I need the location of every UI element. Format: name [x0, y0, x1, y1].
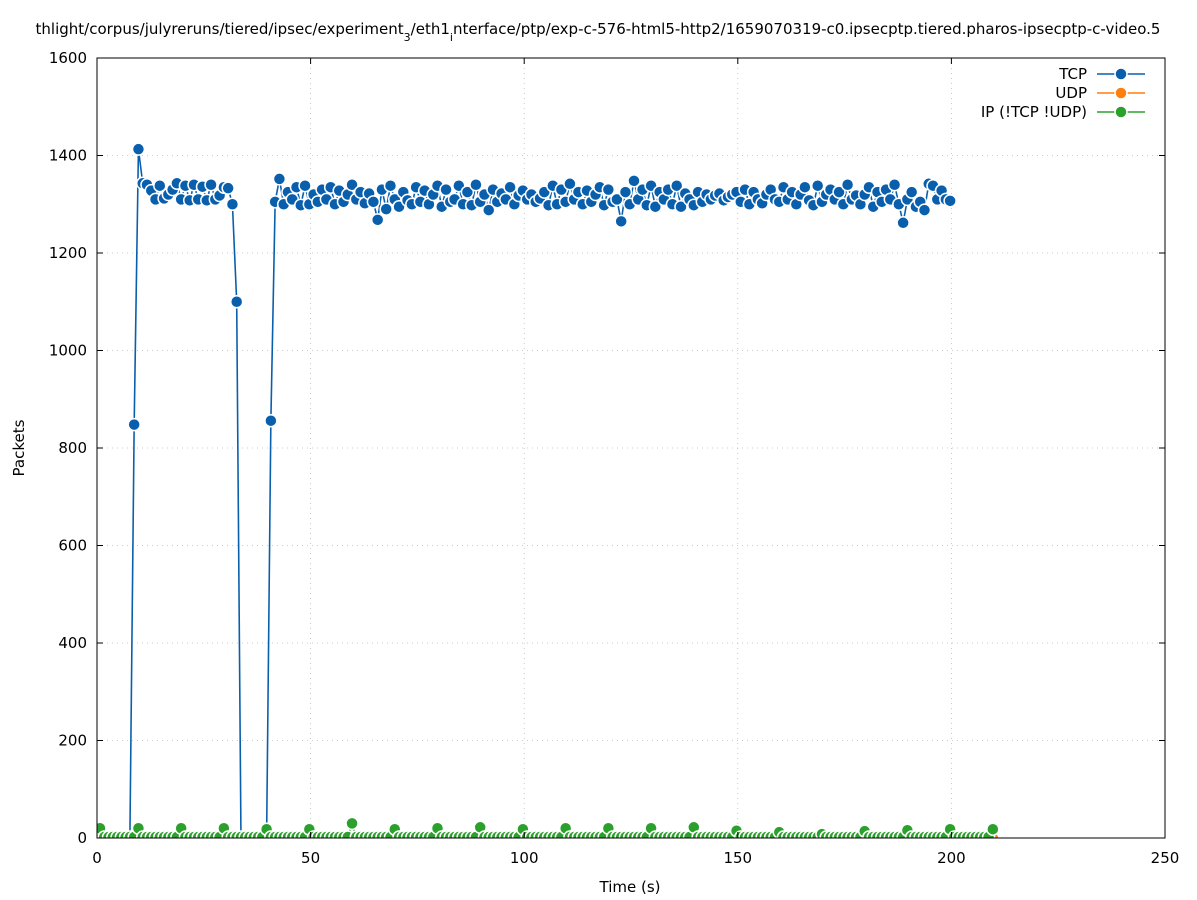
data-point — [221, 181, 235, 195]
title-part: /eth1 — [411, 20, 450, 38]
data-point — [225, 197, 240, 211]
data-point — [627, 174, 641, 188]
x-tick-label: 200 — [937, 849, 966, 867]
data-point — [298, 178, 312, 193]
x-axis-label: Time (s) — [599, 878, 661, 896]
data-point — [674, 199, 688, 214]
data-point — [204, 178, 218, 192]
data-point — [345, 178, 359, 192]
legend-label: UDP — [1055, 84, 1087, 102]
data-point — [904, 185, 919, 199]
legend-marker — [1114, 86, 1128, 100]
data-point — [614, 214, 628, 229]
chart-title: thlight/corpus/julyreruns/tiered/ipsec/e… — [36, 20, 1161, 44]
y-tick-label: 400 — [58, 634, 87, 652]
legend-marker — [1114, 67, 1128, 81]
x-tick-label: 250 — [1151, 849, 1180, 867]
x-tick-label: 150 — [723, 849, 752, 867]
data-point — [460, 185, 475, 199]
data-point — [832, 185, 846, 199]
data-point — [618, 185, 633, 199]
data-point — [601, 182, 616, 197]
data-point — [563, 177, 577, 191]
data-point — [131, 142, 146, 156]
legend-label: TCP — [1058, 65, 1087, 83]
legend-label: IP (!TCP !UDP) — [981, 103, 1087, 121]
data-point — [272, 172, 287, 186]
x-tick-label: 100 — [510, 849, 539, 867]
data-point — [840, 178, 855, 192]
data-point — [383, 178, 398, 193]
data-point — [379, 202, 393, 216]
data-point — [153, 178, 167, 193]
data-point — [810, 178, 825, 193]
data-point — [503, 180, 517, 194]
data-point — [366, 195, 381, 209]
legend-marker — [1114, 105, 1128, 119]
data-point — [610, 192, 624, 207]
title-part: nterface/ptp/exp-c-576-html5-http2/16590… — [453, 20, 1161, 38]
y-tick-label: 1000 — [49, 342, 87, 360]
data-point — [943, 194, 957, 208]
y-tick-label: 1400 — [49, 147, 87, 165]
x-tick-label: 0 — [92, 849, 102, 867]
x-tick-label: 50 — [301, 849, 320, 867]
data-point — [264, 413, 278, 428]
data-point — [127, 417, 141, 432]
data-point — [896, 216, 910, 230]
y-axis-label: Packets — [10, 419, 28, 476]
title-part: i — [450, 31, 453, 44]
data-point — [229, 295, 244, 309]
title-part: thlight/corpus/julyreruns/tiered/ipsec/e… — [36, 20, 404, 38]
y-tick-label: 1200 — [49, 244, 87, 262]
data-point — [648, 199, 663, 214]
data-point — [917, 203, 932, 217]
data-point — [370, 213, 385, 227]
data-point — [439, 182, 453, 197]
data-point — [481, 203, 496, 217]
data-point — [986, 822, 1000, 836]
axes: 0 200 400 600 800 1000 1200 1400 1600 0 50 100 150 20… — [49, 49, 1180, 867]
data-point — [345, 816, 359, 831]
y-tick-label: 0 — [77, 829, 87, 847]
y-tick-label: 200 — [58, 732, 87, 750]
title-part: 3 — [404, 31, 411, 44]
y-tick-label: 800 — [58, 439, 87, 457]
data-point — [887, 178, 902, 192]
data-point — [669, 178, 684, 193]
data-point — [798, 180, 812, 194]
plot-area — [97, 142, 1000, 838]
y-tick-label: 600 — [58, 537, 87, 555]
y-tick-label: 1600 — [49, 49, 87, 67]
data-point — [469, 178, 483, 192]
